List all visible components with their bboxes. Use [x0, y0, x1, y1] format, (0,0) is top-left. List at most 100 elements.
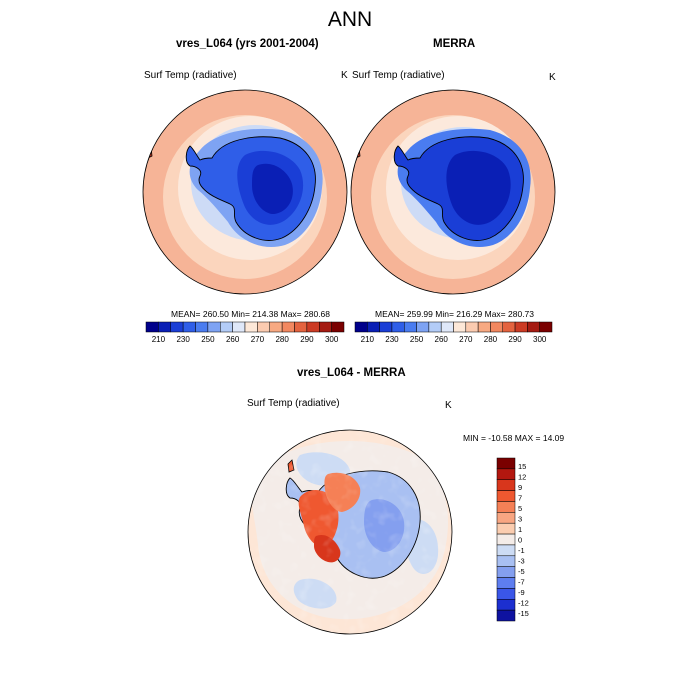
- panel3-colorbar-swatch-12: [496, 588, 516, 600]
- panel2-ice-core: [446, 150, 511, 225]
- panel2-colorbar-tick-label: 280: [484, 335, 498, 344]
- panel2-colorbar-swatch-1: [367, 321, 380, 333]
- panel2-stats: MEAN= 259.99 Min= 216.29 Max= 280.73: [375, 309, 535, 319]
- panel3-subtitle: Surf Temp (radiative): [247, 398, 340, 409]
- panel3-colorbar-swatch-11: [496, 577, 516, 589]
- panel1-colorbar: 210 230 250 260 270 280 290 300: [145, 321, 345, 344]
- panel3-colorbar-tick-label: 0: [518, 536, 522, 545]
- panel2-colorbar-swatch-0: [354, 321, 368, 333]
- panel3-colorbar-swatch-10: [496, 566, 516, 578]
- panel1-colorbar-swatch-0: [145, 321, 159, 333]
- panel3-colorbar-swatch-1: [496, 468, 516, 480]
- panel2-colorbar-swatch-10: [477, 321, 491, 333]
- panel3-colorbar-swatch-14: [496, 609, 516, 622]
- panel2-colorbar-tick-label: 250: [410, 335, 424, 344]
- panel3-colorbar-tick-label: -12: [518, 599, 529, 608]
- panel1-unit: K: [341, 70, 348, 81]
- panel3-colorbar-tick-label: -3: [518, 557, 525, 566]
- panel1-colorbar-tick-label: 290: [300, 335, 314, 344]
- panel1-colorbar-swatch-15: [331, 321, 345, 333]
- panel3-colorbar-swatch-3: [496, 490, 516, 502]
- panel1-colorbar-swatch-10: [269, 321, 283, 333]
- panel1-title: vres_L064 (yrs 2001-2004): [176, 38, 319, 50]
- panel3-colorbar-tick-label: 5: [518, 504, 522, 513]
- panel2-unit: K: [549, 72, 556, 83]
- panel1-colorbar-swatch-13: [306, 321, 320, 333]
- panel3-noise: [248, 430, 452, 634]
- panel1-colorbar-swatch-1: [158, 321, 171, 333]
- panel1-colorbar-swatch-6: [220, 321, 233, 333]
- panel2-colorbar-swatch-13: [514, 321, 528, 333]
- panel1-colorbar-tick-label: 280: [275, 335, 289, 344]
- panel2-colorbar-tick-label: 290: [508, 335, 522, 344]
- panel1-subtitle: Surf Temp (radiative): [144, 70, 237, 81]
- panel1-colorbar-tick-label: 260: [226, 335, 240, 344]
- panel1-colorbar-swatch-8: [244, 321, 258, 333]
- panel3-colorbar-swatch-4: [496, 501, 516, 513]
- panel2-colorbar-swatch-4: [404, 321, 417, 333]
- panel1-colorbar-tick-label: 210: [152, 335, 166, 344]
- panel2-map: [351, 90, 555, 294]
- panel3-colorbar-swatch-7: [496, 533, 516, 546]
- panel3-colorbar-swatch-9: [496, 555, 516, 567]
- panel1-colorbar-swatch-3: [182, 321, 196, 333]
- panel2-colorbar-tick-label: 230: [385, 335, 399, 344]
- panel2-colorbar-swatch-14: [527, 321, 540, 333]
- panel3-colorbar-tick-label: -7: [518, 578, 525, 587]
- panel1-colorbar-tick-label: 270: [251, 335, 265, 344]
- panel3-colorbar-tick-label: 1: [518, 525, 522, 534]
- panel2-border: [350, 89, 556, 295]
- panel3-colorbar-tick-label: 9: [518, 483, 522, 492]
- panel1-colorbar-swatch-11: [281, 321, 295, 333]
- panel2-colorbar-swatch-12: [502, 321, 516, 333]
- panel2-colorbar-swatch-8: [453, 321, 467, 333]
- panel1-map: [143, 90, 347, 294]
- panel1-colorbar-tick-label: 250: [201, 335, 215, 344]
- panel3-colorbar-swatch-2: [496, 479, 516, 491]
- panel3-colorbar-swatch-6: [496, 522, 516, 535]
- panel3-border: [247, 429, 453, 635]
- panel3-colorbar-tick-label: -15: [518, 609, 529, 618]
- panel1-stats: MEAN= 260.50 Min= 214.38 Max= 280.68: [171, 309, 331, 319]
- panel2-colorbar-tick-label: 210: [361, 335, 375, 344]
- panel3-map: [248, 430, 452, 634]
- panel3-title: vres_L064 - MERRA: [297, 367, 406, 379]
- panel3-unit: K: [445, 400, 452, 411]
- panel1-colorbar-swatch-2: [170, 321, 184, 333]
- panel2-colorbar-swatch-7: [440, 321, 454, 333]
- panel3-colorbar-swatch-13: [496, 599, 516, 611]
- panel3-colorbar-tick-label: 15: [518, 462, 526, 471]
- panel3-colorbar-tick-label: 3: [518, 515, 522, 524]
- panel3-colorbar-swatch-0: [496, 457, 516, 470]
- panel1-colorbar-swatch-4: [195, 321, 209, 333]
- panel1-colorbar-swatch-5: [207, 321, 221, 333]
- panel3-colorbar-swatch-5: [496, 512, 516, 524]
- panel2-colorbar-swatch-3: [391, 321, 405, 333]
- panel1-colorbar-tick-label: 230: [176, 335, 190, 344]
- panel2-colorbar-swatch-5: [416, 321, 430, 333]
- panel3-colorbar-swatch-8: [496, 544, 516, 557]
- panel1-colorbar-swatch-12: [294, 321, 308, 333]
- panel2-colorbar-swatch-15: [539, 321, 553, 333]
- panel1-border: [142, 89, 348, 295]
- panel2-colorbar-tick-label: 260: [435, 335, 449, 344]
- panel3-colorbar-tick-label: -9: [518, 588, 525, 597]
- panel2-colorbar: 210 230 250 260 270 280 290 300: [354, 321, 553, 344]
- panel2-colorbar-swatch-9: [465, 321, 479, 333]
- panel3-colorbar: 15 129 75 31 0-1 -3-5 -7-9 -12-15: [496, 457, 529, 622]
- panel3-stats: MIN = -10.58 MAX = 14.09: [463, 433, 565, 443]
- panel2-colorbar-swatch-11: [490, 321, 503, 333]
- panel2-title: MERRA: [433, 38, 476, 50]
- panel2-colorbar-tick-label: 270: [459, 335, 473, 344]
- panel1-colorbar-swatch-14: [319, 321, 332, 333]
- panel2-colorbar-swatch-6: [428, 321, 442, 333]
- panel2-colorbar-tick-label: 300: [533, 335, 547, 344]
- panel3-colorbar-tick-label: 12: [518, 473, 526, 482]
- panel2-colorbar-swatch-2: [379, 321, 393, 333]
- panel1-colorbar-swatch-7: [232, 321, 246, 333]
- panel3-colorbar-tick-label: -5: [518, 567, 525, 576]
- panel2-subtitle: Surf Temp (radiative): [352, 70, 445, 81]
- page-title: ANN: [327, 8, 373, 31]
- panel3-colorbar-tick-label: 7: [518, 494, 522, 503]
